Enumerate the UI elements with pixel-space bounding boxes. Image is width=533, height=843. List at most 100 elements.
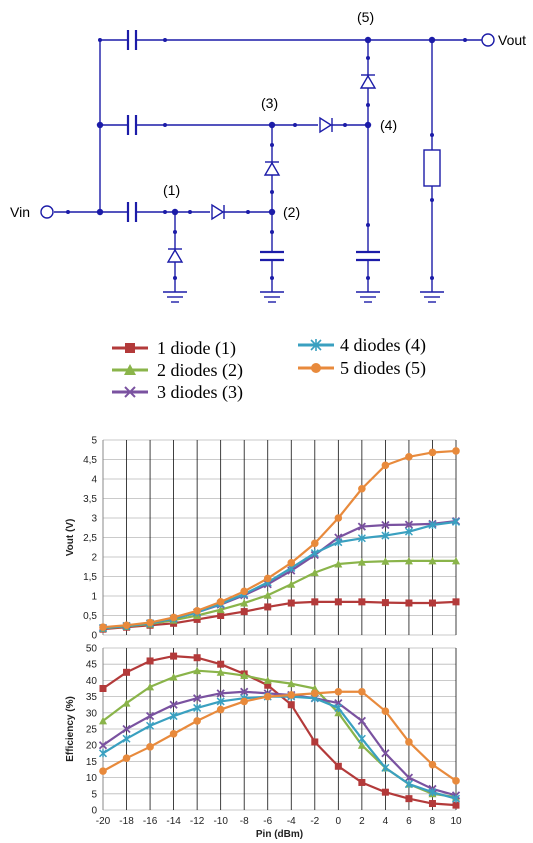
series-5 (99, 447, 460, 631)
diode-bottom-icon (211, 203, 225, 221)
data-point (310, 684, 319, 692)
data-point (452, 777, 460, 785)
data-point (357, 558, 366, 566)
x-tick-label: -2 (310, 816, 319, 827)
data-point (99, 685, 107, 692)
y-tick-label: 15 (86, 757, 98, 768)
data-point (405, 795, 413, 803)
junction-dot (96, 121, 104, 129)
diode-middle-icon (319, 116, 333, 134)
data-point (263, 574, 272, 583)
data-point (216, 605, 225, 614)
data-point (428, 788, 437, 797)
data-point (240, 587, 248, 596)
data-point (405, 452, 413, 461)
data-point (358, 778, 366, 786)
diode-node45-icon (359, 74, 377, 89)
data-point (193, 615, 201, 623)
x-tick-label: 8 (430, 816, 436, 827)
data-point (217, 612, 225, 619)
data-point (169, 730, 178, 738)
data-point (287, 599, 295, 607)
data-point (263, 692, 272, 701)
x-tick-label: -10 (213, 816, 228, 827)
data-point (357, 734, 366, 743)
x-tick-label: 4 (383, 816, 389, 827)
data-point (122, 734, 131, 743)
data-point (358, 598, 366, 606)
series-line (102, 449, 457, 629)
legend-label-1: 1 diode (1) (157, 338, 236, 359)
vout-terminal-icon (481, 33, 495, 47)
data-point (98, 749, 108, 758)
data-point (404, 527, 413, 536)
junction-dot (268, 121, 276, 129)
x-tick-label: 0 (336, 816, 342, 827)
junction-dot (268, 208, 276, 216)
series-line (102, 690, 457, 782)
y-tick-label: 10 (86, 773, 98, 784)
node-label-1: (1) (163, 182, 180, 198)
data-point (98, 741, 108, 750)
data-point (334, 762, 342, 770)
data-point (381, 531, 390, 540)
data-point (381, 520, 390, 530)
data-point (216, 697, 225, 706)
legend: 1 diode (1) 2 diodes (2) 3 diodes (3) 4 … (112, 335, 426, 403)
data-point (334, 538, 343, 547)
data-point (122, 724, 131, 734)
y-tick-label: 4 (91, 475, 97, 486)
data-point (358, 484, 366, 493)
data-point (240, 671, 249, 680)
data-point (311, 598, 319, 606)
data-point (216, 705, 225, 714)
data-point (381, 557, 390, 565)
series-line (102, 559, 456, 630)
data-point (451, 517, 461, 526)
data-point (405, 738, 413, 746)
data-point (169, 700, 178, 709)
series-line (102, 600, 457, 631)
legend-label-5: 5 diodes (5) (340, 358, 426, 379)
data-point (192, 694, 202, 703)
legend-item-1: 1 diode (1) (112, 338, 236, 359)
y-tick-label: 25 (86, 725, 98, 736)
y-axis-title: Efficiency (%) (65, 696, 76, 762)
data-point (122, 754, 131, 762)
data-point (170, 652, 178, 660)
junction-dot (171, 208, 179, 216)
data-point (169, 712, 178, 721)
data-point (311, 539, 319, 548)
node-label-4: (4) (380, 117, 397, 133)
data-point (310, 568, 319, 577)
data-point (264, 681, 272, 689)
terminal-dots (66, 38, 467, 280)
data-point (146, 618, 154, 627)
data-point (357, 716, 367, 726)
data-point (123, 668, 131, 676)
y-tick-label: 2 (91, 553, 97, 564)
legend-item-4: 4 diodes (4) (298, 335, 426, 356)
vout-label: Vout (498, 32, 526, 48)
y-tick-label: 20 (86, 741, 98, 752)
y-tick-label: 3,5 (83, 494, 97, 505)
data-point (146, 721, 155, 730)
data-point (404, 773, 414, 782)
x-tick-label: -20 (96, 816, 111, 827)
data-point (452, 598, 460, 606)
vout-chart: 0 0,5 1 1,5 2 2,5 3 3,5 4 4,5 5 Vout (V) (65, 436, 461, 642)
series-line (102, 695, 457, 800)
legend-item-5: 5 diodes (5) (298, 358, 426, 379)
data-point (428, 556, 437, 565)
data-point (404, 780, 413, 789)
x-tick-label: -16 (143, 816, 158, 827)
y-axis-title: Vout (V) (65, 519, 76, 557)
data-point (428, 448, 437, 457)
data-point (428, 520, 437, 530)
data-point (287, 580, 296, 588)
x-tick-label: -14 (166, 816, 181, 827)
y-tick-label: 5 (91, 436, 97, 447)
node-label-2: (2) (283, 204, 300, 220)
data-point (428, 760, 437, 769)
